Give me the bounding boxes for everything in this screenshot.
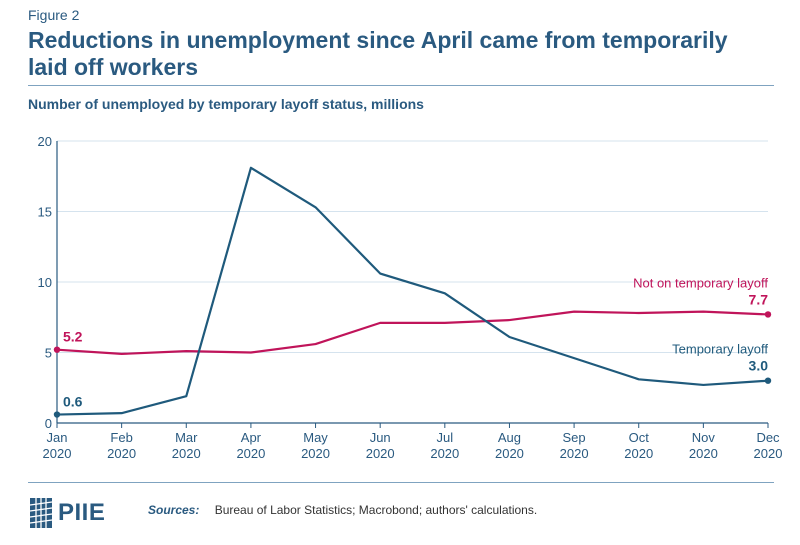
start-value-label: 5.2 — [63, 329, 83, 345]
title-rule — [28, 85, 774, 86]
x-tick-year-label: 2020 — [495, 446, 524, 461]
x-tick-label: Nov — [692, 430, 716, 445]
x-tick-label: Sep — [563, 430, 586, 445]
series-name-label: Temporary layoff — [672, 342, 768, 357]
bottom-rule — [28, 482, 774, 483]
x-tick-year-label: 2020 — [430, 446, 459, 461]
sources-text: Bureau of Labor Statistics; Macrobond; a… — [214, 503, 538, 517]
y-tick-label: 15 — [38, 205, 52, 220]
y-tick-label: 20 — [38, 134, 52, 149]
x-tick-label: Aug — [498, 430, 521, 445]
start-value-label: 0.6 — [63, 394, 83, 410]
end-value-label: 7.7 — [749, 291, 769, 307]
series-point-temporary — [53, 411, 61, 418]
series-name-label: Not on temporary layoff — [633, 275, 768, 290]
x-tick-year-label: 2020 — [172, 446, 201, 461]
chart-title: Reductions in unemployment since April c… — [28, 27, 728, 80]
x-tick-label: Jan — [47, 430, 68, 445]
series-point-not_temporary — [53, 346, 61, 353]
end-value-label: 3.0 — [749, 358, 769, 374]
x-tick-label: Jun — [370, 430, 391, 445]
series-point-not_temporary — [764, 311, 772, 318]
y-tick-label: 5 — [45, 346, 52, 361]
series-line-temporary — [56, 166, 769, 416]
line-chart: 05101520Jan2020Feb2020Mar2020Apr2020May2… — [38, 134, 783, 461]
x-tick-label: Apr — [241, 430, 262, 445]
x-tick-label: Feb — [110, 430, 132, 445]
figure-label: Figure 2 — [28, 7, 80, 23]
x-tick-label: May — [303, 430, 328, 445]
sources-note: Sources: Bureau of Labor Statistics; Mac… — [148, 503, 537, 517]
x-tick-year-label: 2020 — [624, 446, 653, 461]
x-tick-year-label: 2020 — [301, 446, 330, 461]
x-tick-year-label: 2020 — [560, 446, 589, 461]
y-tick-label: 0 — [45, 416, 52, 431]
x-tick-year-label: 2020 — [43, 446, 72, 461]
sources-label: Sources: — [148, 503, 200, 517]
building-icon — [29, 498, 53, 528]
y-tick-label: 10 — [38, 275, 52, 290]
x-tick-year-label: 2020 — [107, 446, 136, 461]
x-tick-label: Oct — [629, 430, 650, 445]
piie-logo: PIIE — [28, 496, 105, 530]
x-tick-year-label: 2020 — [236, 446, 265, 461]
chart-subtitle: Number of unemployed by temporary layoff… — [28, 96, 424, 112]
series-point-temporary — [764, 377, 772, 384]
series-line-not_temporary — [56, 310, 769, 356]
x-tick-label: Dec — [756, 430, 780, 445]
x-tick-label: Mar — [175, 430, 198, 445]
logo-text: PIIE — [58, 499, 106, 526]
x-tick-label: Jul — [437, 430, 454, 445]
x-tick-year-label: 2020 — [689, 446, 718, 461]
x-tick-year-label: 2020 — [754, 446, 783, 461]
x-tick-year-label: 2020 — [366, 446, 395, 461]
